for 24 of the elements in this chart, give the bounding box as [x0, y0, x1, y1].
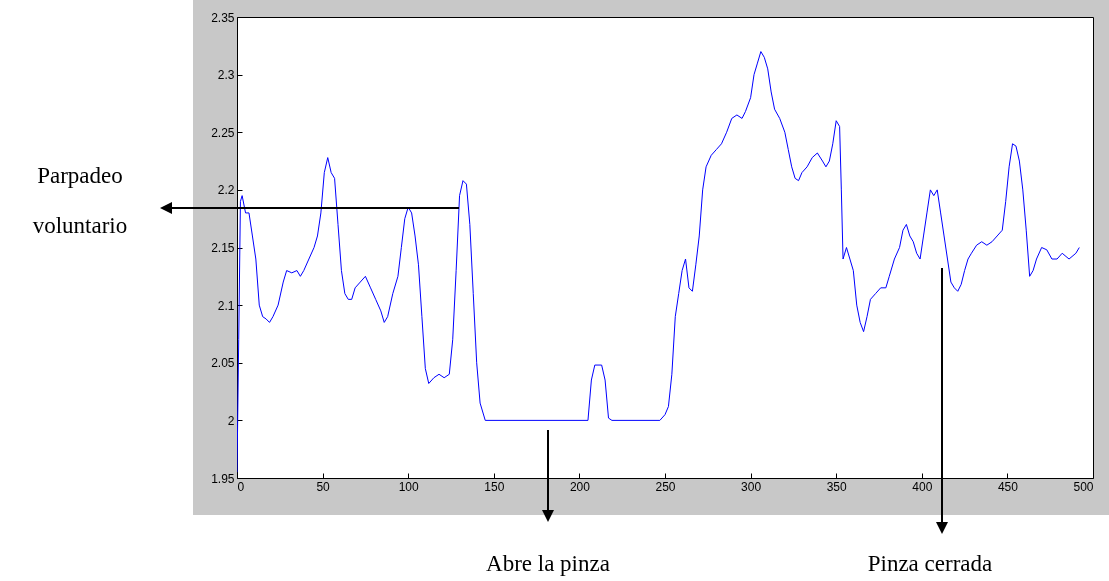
x-tick-label: 0 [237, 479, 245, 494]
y-tick-label: 2 [227, 413, 235, 428]
x-tick-label: 500 [1073, 479, 1094, 494]
text: Abre la pinza [486, 551, 610, 576]
text: Parpadeo voluntario [32, 163, 128, 238]
x-tick-label: 100 [398, 479, 420, 494]
y-tick-label: 2.05 [211, 356, 235, 371]
y-tick-label: 1.95 [211, 471, 235, 486]
y-tick-label: 2.35 [211, 10, 235, 25]
x-tick-label: 450 [997, 479, 1019, 494]
x-tick-label: 150 [484, 479, 505, 494]
y-tick-label: 2.25 [211, 125, 235, 140]
x-tick-label: 400 [912, 479, 933, 494]
y-tick-label: 2.2 [217, 183, 235, 198]
line-series [237, 51, 1080, 473]
x-tick-label: 50 [316, 479, 331, 494]
x-tick-label: 300 [741, 479, 762, 494]
x-tick-label: 350 [826, 479, 848, 494]
x-tick-label: 250 [655, 479, 676, 494]
x-tick-label: 200 [569, 479, 591, 494]
y-tick-label: 2.3 [217, 68, 235, 83]
y-tick-label: 2.15 [211, 241, 235, 255]
y-tick-label: 2.1 [217, 298, 235, 313]
text: Pinza cerrada [867, 551, 993, 576]
